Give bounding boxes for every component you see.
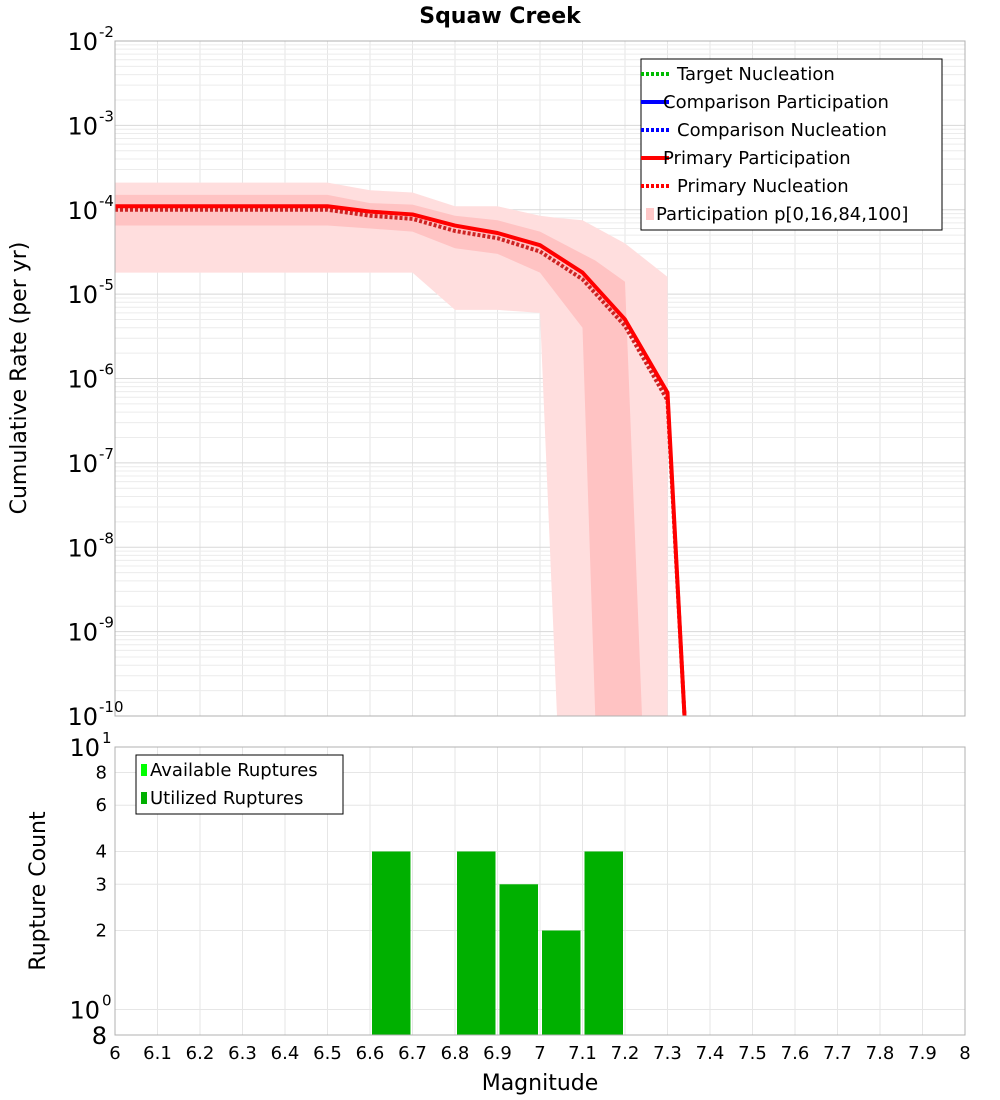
x-tick-label: 7.4 (696, 1043, 725, 1064)
rate-y-tick-label: 10 (67, 534, 98, 562)
x-tick-label: 7.6 (781, 1043, 810, 1064)
rate-y-tick-label: 10 (67, 366, 98, 394)
rupture-count-bar (457, 851, 496, 1035)
count-y-tick-label: 8 (96, 762, 107, 783)
count-y-tick-label: 8 (92, 1022, 107, 1050)
rate-y-tick-label: 10 (67, 703, 98, 731)
series-primary-participation (115, 204, 687, 717)
rupture-count-bar (542, 930, 581, 1035)
rate-y-tick-label: 10 (67, 281, 98, 309)
x-axis-label: Magnitude (482, 1071, 599, 1096)
x-tick-label: 6.5 (313, 1043, 342, 1064)
count-x-ticks: 6 6.1 6.2 6.3 6.4 6.5 6.6 6.7 6.8 6.9 7 7.1 7.2 7.3 7.… (109, 1043, 970, 1064)
rupture-count-bar (584, 851, 623, 1035)
x-tick-label: 6.2 (186, 1043, 215, 1064)
x-tick-label: 7.9 (908, 1043, 937, 1064)
rupture-count-bar (499, 884, 538, 1035)
legend-label: Primary Nucleation (677, 176, 849, 197)
rate-y-tick-label: 10 (67, 28, 98, 56)
x-tick-label: 7 (534, 1043, 545, 1064)
count-legend: Available Ruptures Utilized Ruptures (135, 754, 344, 815)
rate-y-tick-exponent: -7 (99, 445, 114, 463)
x-tick-label: 7.1 (568, 1043, 597, 1064)
count-y-tick-exponent: 0 (102, 992, 112, 1010)
legend-label: Comparison Participation (663, 92, 889, 113)
count-bars (372, 851, 623, 1035)
rate-y-tick-label: 10 (67, 112, 98, 140)
rate-y-tick-exponent: -2 (99, 23, 114, 41)
legend-label: Primary Participation (663, 148, 851, 169)
x-tick-label: 7.8 (866, 1043, 895, 1064)
legend-label: Target Nucleation (676, 64, 835, 85)
count-legend-label: Available Ruptures (150, 760, 318, 781)
x-tick-label: 6.6 (356, 1043, 385, 1064)
x-tick-label: 6.8 (441, 1043, 470, 1064)
x-tick-label: 6.1 (143, 1043, 172, 1064)
x-tick-label: 7.5 (738, 1043, 767, 1064)
rate-legend: Target Nucleation Comparison Participatio… (640, 58, 943, 231)
rupture-count-bar (372, 851, 411, 1035)
count-y-tick-label: 6 (96, 795, 107, 816)
count-y-axis-label: Rupture Count (26, 811, 51, 971)
rate-y-tick-exponent: -6 (99, 361, 114, 379)
x-tick-label: 7.7 (823, 1043, 852, 1064)
rate-lines (115, 204, 687, 717)
count-y-tick-label: 10 (69, 734, 100, 762)
rate-y-tick-exponent: -4 (99, 192, 114, 210)
rate-y-tick-exponent: -10 (99, 698, 124, 716)
percentile-bands (115, 182, 668, 716)
chart-title: Squaw Creek (419, 4, 582, 29)
rate-y-axis-label: Cumulative Rate (per yr) (7, 242, 32, 515)
rate-y-tick-label: 10 (67, 450, 98, 478)
rate-y-tick-exponent: -8 (99, 529, 114, 547)
x-tick-label: 6.7 (398, 1043, 427, 1064)
rate-y-tick-exponent: -3 (99, 107, 114, 125)
rate-y-tick-exponent: -5 (99, 276, 114, 294)
count-legend-label: Utilized Ruptures (150, 788, 303, 809)
x-tick-label: 6.3 (228, 1043, 257, 1064)
count-y-tick-exponent: 1 (102, 729, 112, 747)
legend-swatch-band (646, 208, 654, 220)
x-tick-label: 6.9 (483, 1043, 512, 1064)
rate-y-tick-label: 10 (67, 197, 98, 225)
count-y-tick-label: 10 (69, 997, 100, 1025)
rate-panel: 10-210-310-410-510-610-710-810-910-10 Cu… (7, 23, 966, 731)
rate-y-tick-exponent: -9 (99, 614, 114, 632)
count-y-tick-label: 3 (96, 874, 107, 895)
x-tick-label: 7.3 (653, 1043, 682, 1064)
x-tick-label: 6 (109, 1043, 120, 1064)
legend-label: Participation p[0,16,84,100] (656, 204, 908, 225)
rate-plot-frame (114, 40, 966, 717)
count-plot-frame (114, 746, 966, 1036)
rate-legend-box (640, 58, 943, 231)
series-primary-nucleation (115, 207, 687, 717)
x-tick-label: 8 (959, 1043, 970, 1064)
count-y-tick-label: 2 (96, 921, 107, 942)
x-tick-label: 7.2 (611, 1043, 640, 1064)
legend-label: Comparison Nucleation (677, 120, 887, 141)
x-tick-label: 6.4 (271, 1043, 300, 1064)
count-legend-swatch (141, 792, 147, 804)
count-legend-swatch (141, 764, 147, 776)
count-y-tick-label: 4 (96, 841, 107, 862)
rate-y-ticks: 10-210-310-410-510-610-710-810-910-10 (67, 23, 123, 731)
count-legend-box (135, 754, 344, 815)
rate-y-tick-label: 10 (67, 619, 98, 647)
